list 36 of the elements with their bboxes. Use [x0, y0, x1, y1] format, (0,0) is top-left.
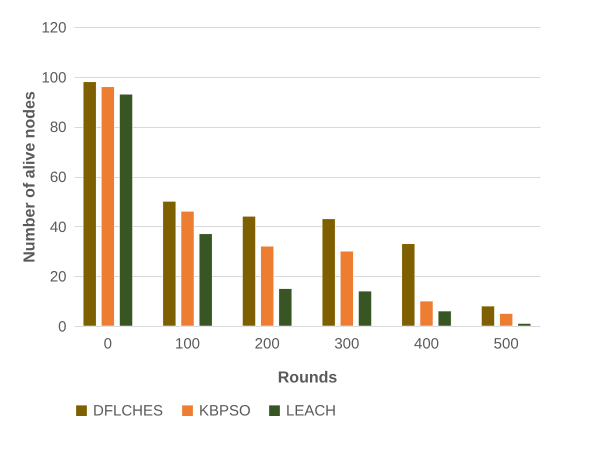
x-tick-label: 500 — [494, 336, 519, 352]
bar — [180, 211, 194, 326]
y-tick-label: 120 — [41, 20, 66, 36]
bar — [162, 201, 176, 326]
x-tick-label: 300 — [334, 336, 360, 352]
legend-label: LEACH — [286, 402, 336, 420]
y-tick-label: 0 — [58, 318, 66, 336]
y-axis-title: Number of alive nodes — [21, 91, 38, 263]
bar — [402, 244, 416, 326]
bar — [242, 216, 256, 326]
bar — [198, 234, 212, 326]
bar — [101, 86, 115, 326]
bar — [119, 94, 133, 326]
bar — [420, 300, 434, 326]
y-tick-label: 60 — [50, 169, 66, 186]
y-tick-label: 40 — [50, 218, 66, 236]
legend-label: DFLCHES — [93, 402, 164, 420]
x-axis-title: Rounds — [278, 370, 338, 386]
x-tick-label: 100 — [174, 336, 200, 352]
bar — [82, 82, 96, 326]
bar — [438, 310, 452, 326]
legend-label: KBPSO — [199, 402, 251, 420]
bar — [340, 251, 354, 326]
bar — [278, 288, 292, 326]
y-tick-label: 20 — [50, 268, 66, 286]
bar — [260, 246, 274, 326]
bar — [518, 323, 532, 326]
bar — [481, 306, 495, 326]
x-tick-label: 200 — [254, 336, 280, 352]
bar — [499, 313, 513, 326]
bar — [322, 218, 336, 326]
y-tick-label: 80 — [50, 119, 66, 136]
x-tick-label: 0 — [104, 336, 112, 352]
y-tick-label: 100 — [41, 69, 66, 86]
bar — [358, 290, 372, 326]
x-tick-label: 400 — [414, 336, 440, 352]
